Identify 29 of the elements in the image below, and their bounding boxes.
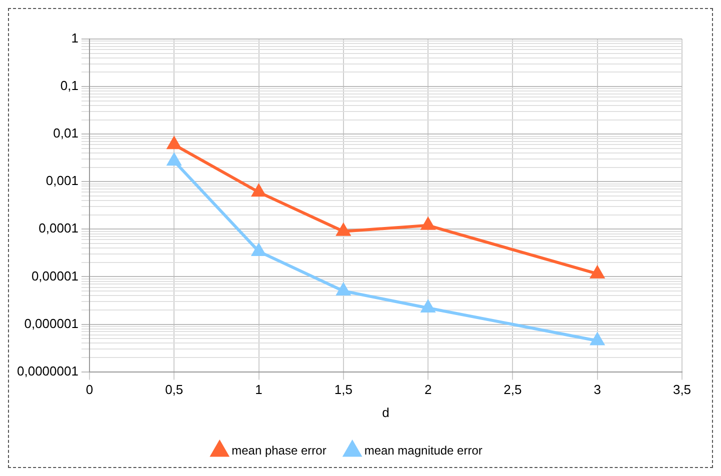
y-tick-label: 1 — [71, 30, 78, 46]
point — [590, 333, 604, 346]
y-tick-label: 0,0000001 — [17, 363, 78, 378]
y-tick-label: 0,1 — [60, 78, 78, 94]
x-tick-label: 0,5 — [165, 382, 184, 398]
point — [336, 284, 350, 296]
point — [421, 218, 435, 230]
y-tick-label: 0,00001 — [31, 268, 78, 284]
x-tick-label: 2,5 — [504, 382, 522, 398]
point — [167, 137, 181, 150]
legend-label: mean phase error — [232, 443, 326, 458]
x-tick-label: 3 — [594, 382, 601, 398]
point — [252, 184, 266, 197]
point — [421, 300, 435, 312]
x-tick-label: 1 — [255, 382, 262, 398]
x-axis-title: d — [382, 404, 390, 420]
x-tick-label: 3,5 — [672, 382, 692, 398]
y-tick-label: 0,001 — [46, 173, 78, 188]
point — [336, 224, 350, 236]
legend-label: mean magnitude error — [364, 443, 482, 458]
point — [167, 154, 181, 166]
x-tick-label: 1,5 — [334, 382, 352, 398]
y-tick-label: 0,0001 — [38, 220, 78, 236]
point — [590, 266, 604, 278]
y-tick-label: 0,01 — [53, 126, 78, 141]
y-tick-label: 0,000001 — [24, 316, 78, 331]
x-tick-label: 2 — [424, 382, 432, 398]
x-tick-label: 0 — [86, 382, 94, 398]
point — [252, 244, 266, 256]
